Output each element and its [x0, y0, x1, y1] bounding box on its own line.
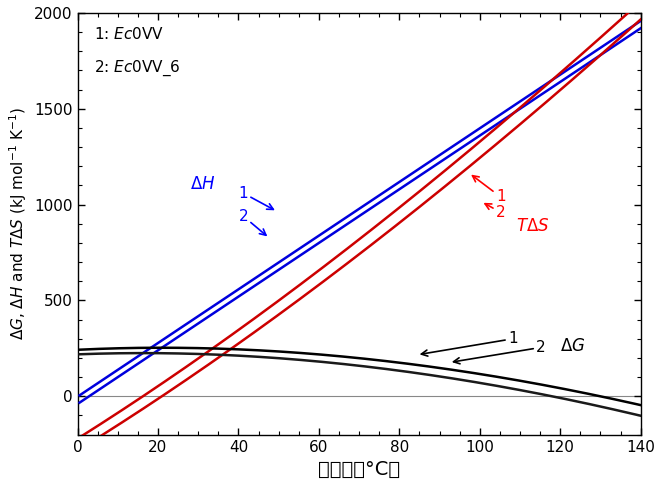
Text: 2: 2 [238, 208, 266, 235]
Text: $T\Delta S$: $T\Delta S$ [516, 217, 549, 235]
Text: 2: 2 [453, 340, 545, 364]
X-axis label: 温　度（°C）: 温 度（°C） [318, 460, 400, 479]
Text: $\Delta G$: $\Delta G$ [560, 336, 586, 354]
Text: 2: 2 [485, 204, 506, 220]
Text: 1: 1 [238, 186, 273, 209]
Text: 1: $\it{Ec}$0VV: 1: $\it{Ec}$0VV [93, 26, 164, 42]
Text: $\it{\Delta H}$: $\it{\Delta H}$ [190, 174, 216, 192]
Y-axis label: $\Delta G$, $\Delta H$ and $T\Delta S$ (kJ mol$^{-1}$ K$^{-1}$): $\Delta G$, $\Delta H$ and $T\Delta S$ (… [7, 107, 28, 340]
Text: 2: $\it{Ec}$0VV_6: 2: $\it{Ec}$0VV_6 [93, 59, 180, 78]
Text: 1: 1 [473, 175, 506, 205]
Text: 1: 1 [421, 331, 518, 356]
